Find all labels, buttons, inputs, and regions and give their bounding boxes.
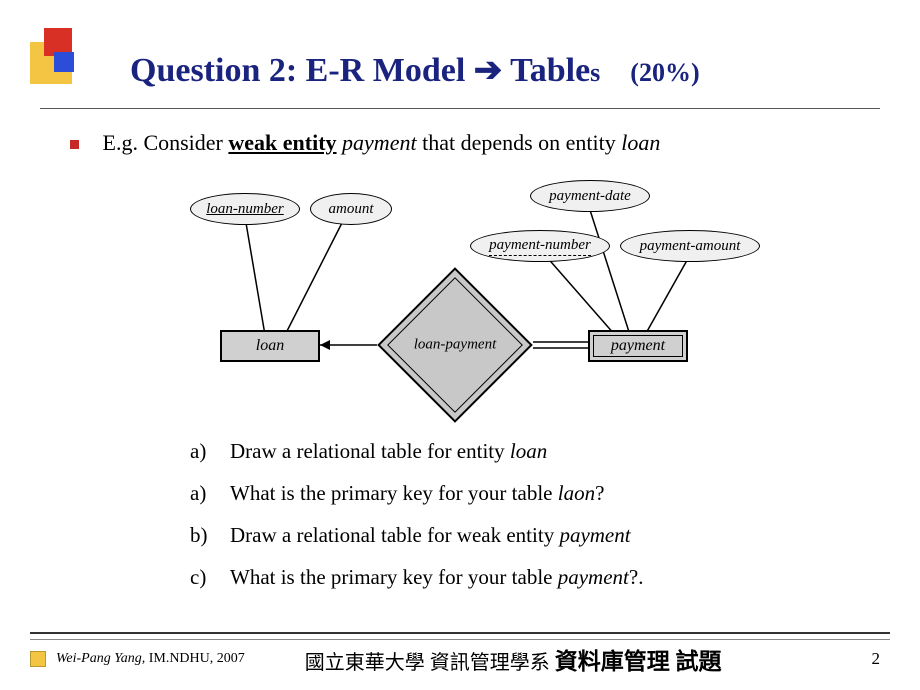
attr-payment-number: payment-number bbox=[470, 230, 610, 262]
title-main: Question 2: E-R Model bbox=[130, 52, 474, 89]
er-diagram: loan-number amount payment-date payment-… bbox=[190, 175, 770, 410]
title-small-s: s bbox=[590, 58, 600, 87]
question-item: a) What is the primary key for your tabl… bbox=[190, 472, 860, 514]
relationship-loan-payment: loan-payment bbox=[400, 290, 510, 400]
question-item: a) Draw a relational table for entity lo… bbox=[190, 430, 860, 472]
intro-middle: that depends on entity bbox=[417, 130, 622, 155]
attr-payment-date: payment-date bbox=[530, 180, 650, 212]
divider-bottom-2 bbox=[30, 639, 890, 640]
question-list: a) Draw a relational table for entity lo… bbox=[190, 430, 860, 598]
logo-corner bbox=[30, 28, 86, 84]
footer: Wei-Pang Yang, IM.NDHU, 2007 國立東華大學 資訊管理… bbox=[30, 642, 890, 676]
title-pct: (20%) bbox=[630, 58, 699, 87]
question-item: c) What is the primary key for your tabl… bbox=[190, 556, 860, 598]
page-number: 2 bbox=[872, 649, 881, 669]
attr-loan-number: loan-number bbox=[190, 193, 300, 225]
attr-payment-amount: payment-amount bbox=[620, 230, 760, 262]
title-tables: Table bbox=[502, 52, 590, 89]
bullet-icon bbox=[70, 140, 79, 149]
attr-amount: amount bbox=[310, 193, 392, 225]
entity-loan: loan bbox=[220, 330, 320, 362]
question-item: b) Draw a relational table for weak enti… bbox=[190, 514, 860, 556]
intro-loan: loan bbox=[621, 130, 660, 155]
divider-top bbox=[40, 108, 880, 109]
footer-author: Wei-Pang Yang, IM.NDHU, 2007 bbox=[56, 651, 245, 667]
divider-bottom-1 bbox=[30, 632, 890, 634]
logo-blue-square bbox=[54, 52, 74, 72]
entity-payment: payment bbox=[588, 330, 688, 362]
title-arrow: ➔ bbox=[474, 52, 503, 89]
intro-line: E.g. Consider weak entity payment that d… bbox=[70, 130, 880, 156]
intro-payment: payment bbox=[337, 130, 417, 155]
slide-title: Question 2: E-R Model ➔ Tables (20%) bbox=[130, 50, 880, 90]
intro-weak-entity: weak entity bbox=[228, 130, 336, 155]
footer-logo-square bbox=[30, 651, 46, 667]
footer-institution: 國立東華大學 資訊管理學系 資料庫管理 試題 bbox=[305, 642, 722, 676]
intro-prefix: E.g. Consider bbox=[103, 130, 229, 155]
